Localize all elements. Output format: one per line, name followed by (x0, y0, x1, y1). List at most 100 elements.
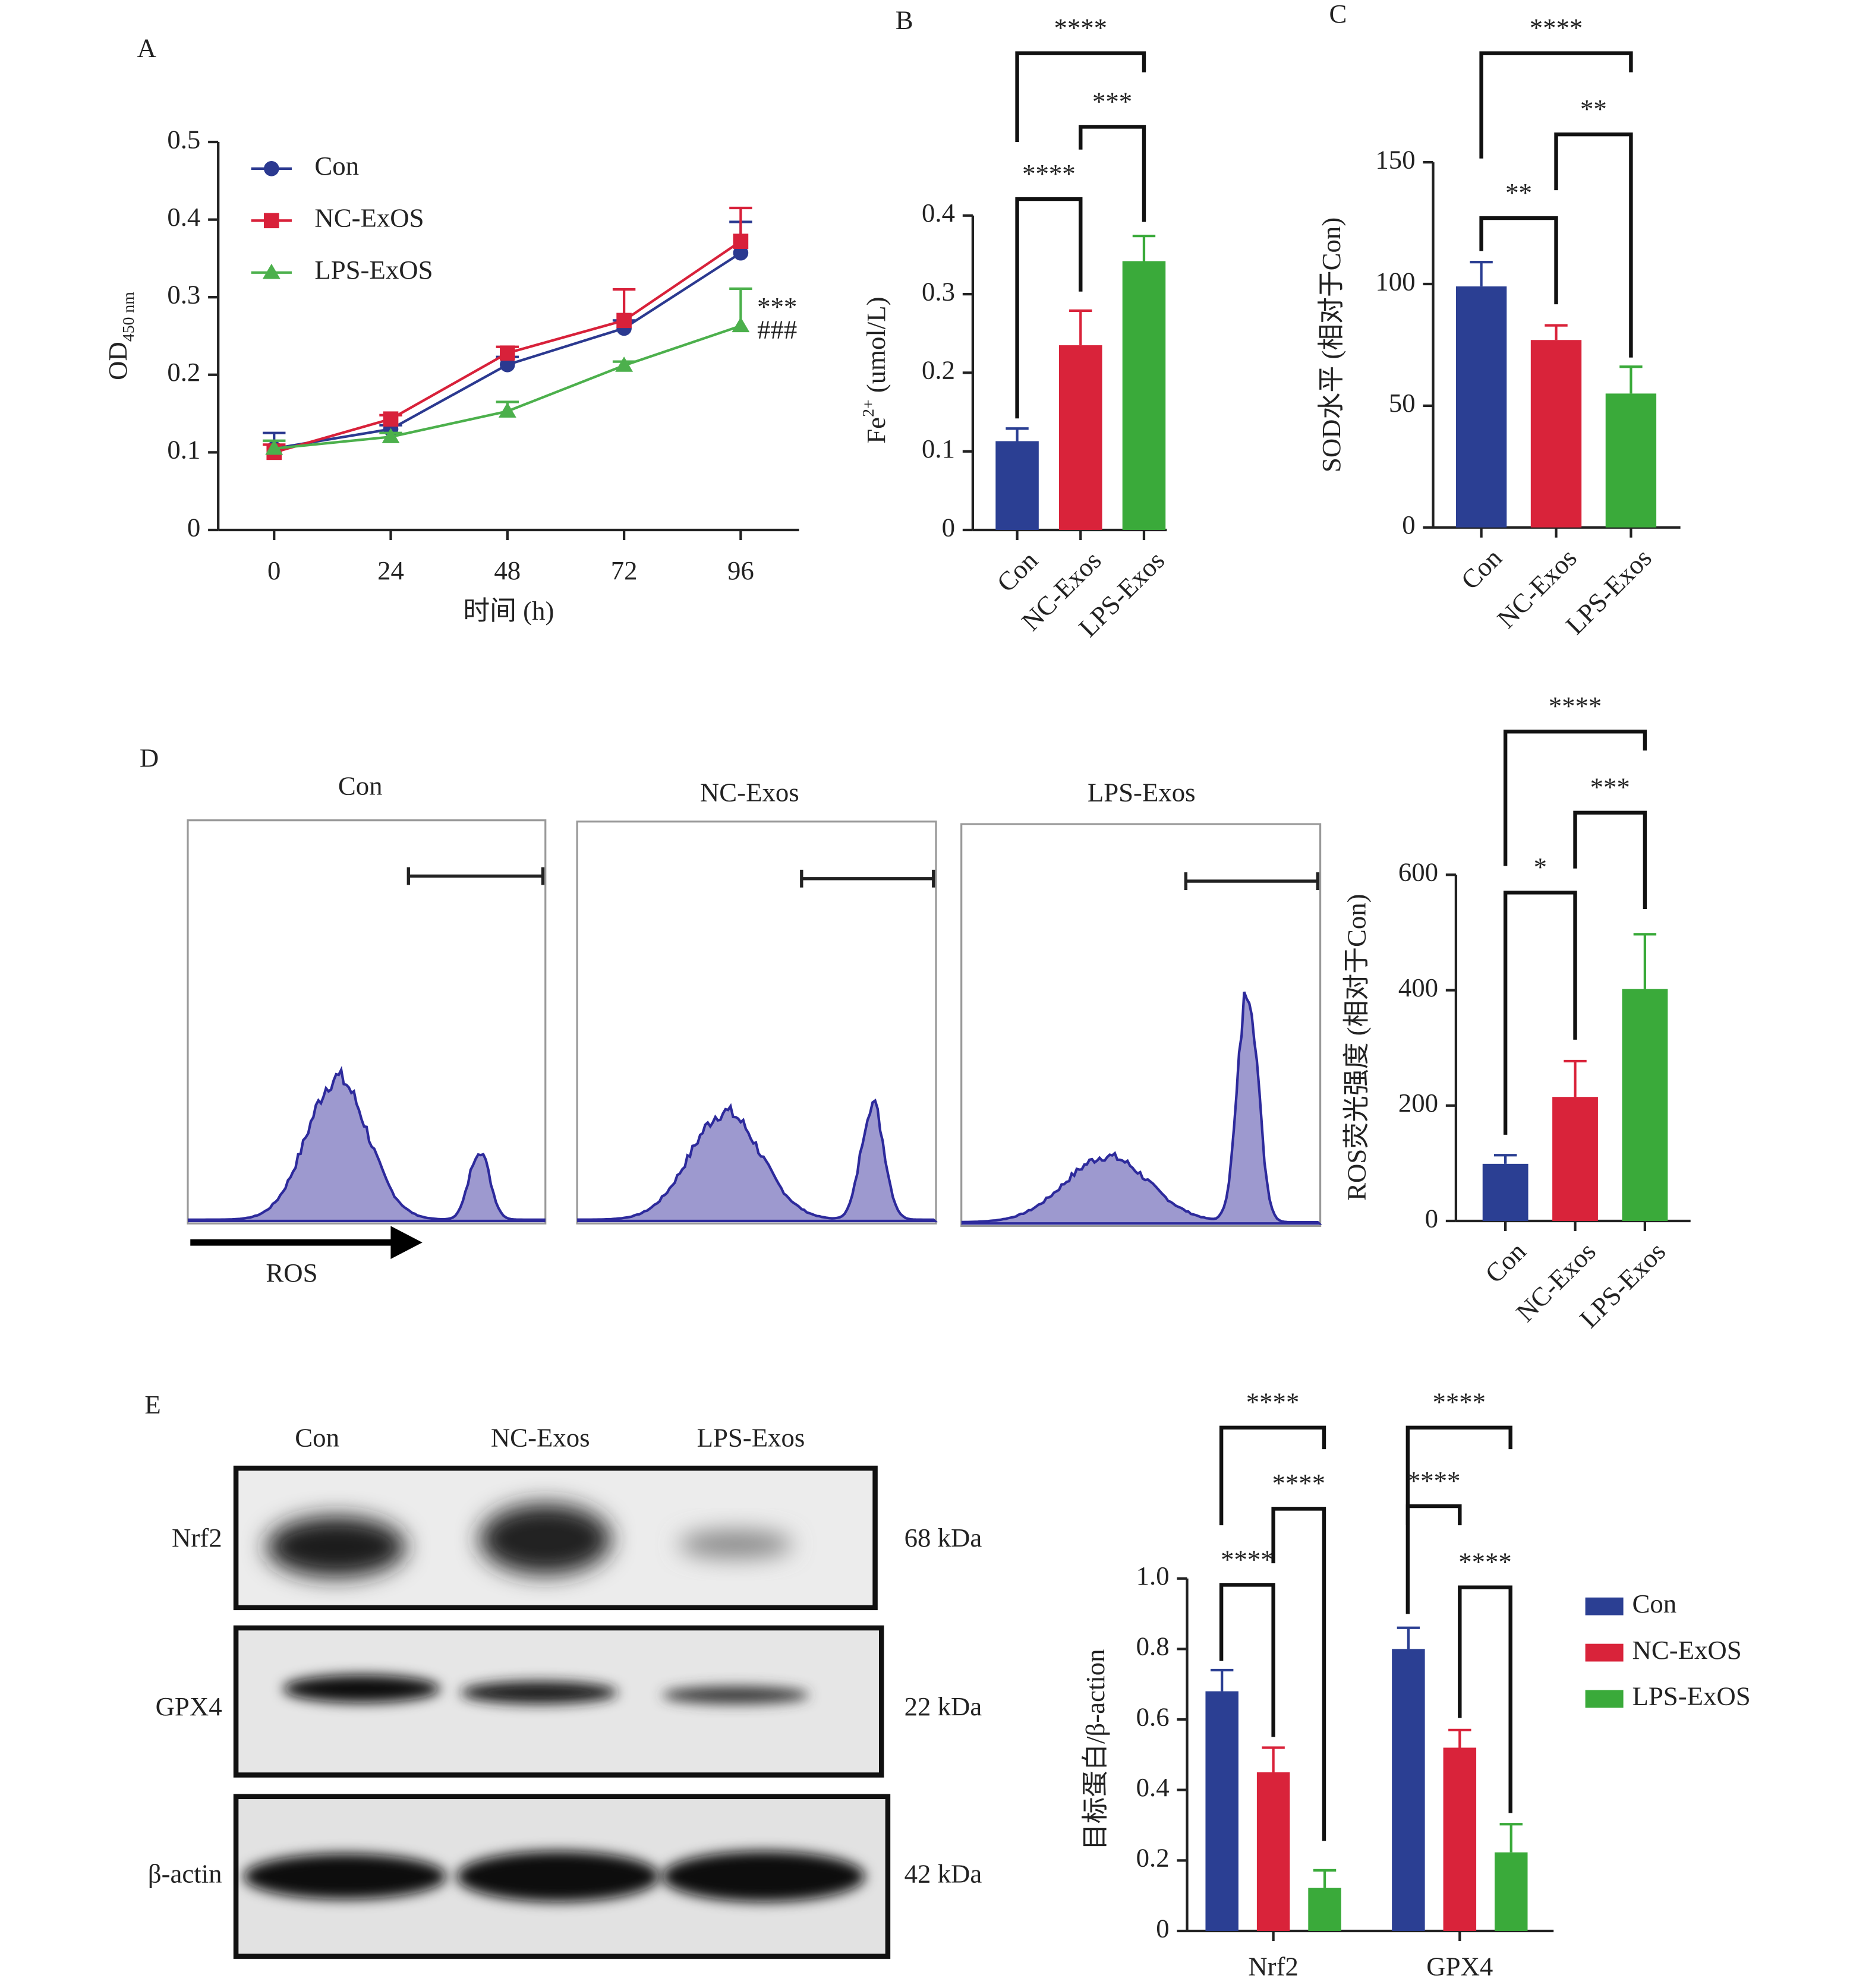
y-tick-label: 0.6 (1136, 1702, 1170, 1731)
bar (1308, 1888, 1341, 1931)
y-tick-label: 0.1 (922, 434, 955, 463)
protein-label: GPX4 (156, 1692, 222, 1721)
y-tick-label: 400 (1398, 973, 1438, 1002)
flow-axis-label: ROS (266, 1258, 317, 1288)
protein-label: Nrf2 (172, 1523, 222, 1552)
point (733, 233, 749, 249)
x-tick-label: Nrf2 (1248, 1951, 1299, 1981)
panel-label: C (1329, 0, 1347, 29)
legend-swatch (1585, 1643, 1624, 1662)
bar (1605, 393, 1657, 528)
flow-title: NC-Exos (700, 777, 799, 807)
significance-bracket (1219, 1583, 1275, 1737)
lane-label: NC-Exos (491, 1422, 590, 1452)
bar (1256, 1772, 1290, 1931)
legend-label: LPS-ExOS (314, 255, 433, 285)
significance-label: **** (1549, 691, 1602, 721)
error-bar (1545, 324, 1568, 340)
legend-label: Con (314, 151, 359, 181)
y-tick-label: 200 (1398, 1088, 1438, 1118)
bar (1392, 1649, 1425, 1931)
flow-frame (960, 823, 1322, 1227)
significance-label: **** (1407, 1466, 1461, 1495)
bar (1122, 261, 1166, 530)
significance-bracket (1479, 216, 1558, 305)
legend-swatch (1585, 1597, 1624, 1615)
size-label: 42 kDa (905, 1858, 982, 1888)
point (500, 345, 515, 361)
panel-label: D (140, 743, 159, 773)
error-bar (1132, 235, 1156, 261)
histogram (187, 1065, 546, 1223)
point (382, 428, 400, 443)
panel-label: A (137, 33, 157, 63)
y-axis-title-part: OD (103, 342, 133, 380)
error-bar (1210, 1668, 1234, 1692)
error-bar (1006, 427, 1029, 441)
western-blot: Con NC-Exos LPS-Exos Nrf2 GPX4 β-actin 6… (148, 1422, 982, 1959)
point (500, 357, 515, 373)
x-tick-label: 96 (727, 556, 754, 585)
flow-title: LPS-Exos (1088, 777, 1196, 807)
x-tick-label: 48 (494, 556, 521, 585)
y-axis-title: ROS荧光强度 (相对于Con) (1342, 894, 1372, 1200)
y-tick-label: 0 (1156, 1913, 1169, 1943)
flow-title: Con (338, 771, 383, 801)
significance-label: **** (1054, 12, 1107, 42)
point (498, 402, 516, 418)
error-bar (1633, 933, 1657, 989)
bar (1482, 1163, 1529, 1221)
significance-label: **** (1272, 1468, 1326, 1498)
y-tick-label: 0.3 (922, 276, 955, 306)
legend-label: Con (1633, 1589, 1677, 1618)
x-tick-label: 0 (267, 556, 281, 585)
significance-label: **** (1530, 12, 1583, 42)
error-bar (1470, 260, 1493, 287)
error-bar (1499, 1823, 1523, 1853)
y-tick-label: 0.4 (167, 202, 200, 232)
bar (1205, 1691, 1238, 1931)
point (265, 439, 283, 455)
panel-label: E (144, 1390, 160, 1419)
y-tick-label: 50 (1389, 388, 1416, 418)
y-tick-label: 0.8 (1136, 1632, 1170, 1661)
legend-marker (264, 213, 279, 229)
significance-label: *** (1590, 772, 1630, 802)
y-axis-title-part: 450 nm (119, 292, 138, 342)
legend-marker (264, 161, 279, 176)
lane-label: Con (295, 1422, 339, 1452)
y-tick-label: 0 (187, 512, 200, 542)
error-bar (1313, 1869, 1337, 1888)
significance-bracket (1503, 730, 1647, 866)
bar (1443, 1747, 1477, 1931)
error-bar (1448, 1728, 1471, 1748)
significance-label: ** (1580, 94, 1607, 124)
y-axis-title: SOD水平 (相对于Con) (1316, 217, 1346, 472)
bar (1552, 1097, 1598, 1221)
significance-bracket (1479, 51, 1633, 159)
significance-label: **** (1458, 1547, 1512, 1577)
gate (406, 867, 1319, 891)
significance-bracket (1015, 51, 1146, 143)
y-tick-label: 0.4 (922, 198, 955, 228)
significance-bracket (1554, 132, 1633, 358)
size-label: 22 kDa (905, 1692, 982, 1721)
significance-label: *** (1092, 86, 1132, 116)
bar (995, 441, 1039, 530)
y-tick-label: 0 (1402, 510, 1415, 539)
significance-label: ** (1505, 178, 1532, 207)
bar (1530, 340, 1582, 528)
error-bar (1069, 309, 1092, 346)
significance-bracket (1219, 1425, 1326, 1526)
y-tick-label: 0 (942, 512, 955, 542)
y-tick-label: 0.4 (1136, 1772, 1170, 1802)
size-label: 68 kDa (905, 1523, 982, 1552)
significance-label: **** (1221, 1544, 1274, 1574)
significance-bracket (1503, 891, 1577, 1135)
significance-bracket (1405, 1504, 1462, 1614)
x-tick-label: 72 (611, 556, 638, 585)
flow-frame (187, 819, 547, 1225)
x-tick-label: GPX4 (1426, 1951, 1493, 1981)
point (616, 313, 632, 329)
